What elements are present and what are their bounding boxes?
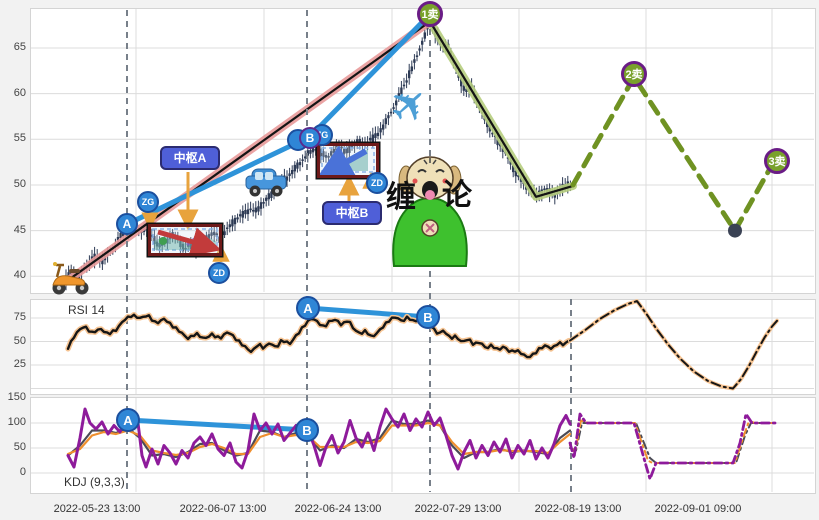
x-axis-label: 2022-06-07 13:00: [179, 503, 267, 515]
scooter-icon: [52, 262, 89, 295]
y-axis-tick: 45: [13, 223, 26, 236]
pivot-a-mini-chart: [152, 227, 222, 257]
kdj-point-b-marker[interactable]: B: [295, 418, 319, 442]
pivot-zone-b[interactable]: [316, 143, 379, 179]
x-axis-label: 2022-06-24 13:00: [294, 503, 382, 515]
y-axis-tick: 100: [7, 416, 26, 428]
x-axis-label: 2022-07-29 13:00: [414, 503, 502, 515]
zd-b-marker[interactable]: ZD: [366, 172, 388, 194]
x-axis-label: 2022-08-19 13:00: [534, 503, 622, 515]
y-axis-tick: 40: [13, 269, 26, 282]
kdj-panel[interactable]: [30, 397, 816, 494]
car-sticker[interactable]: [244, 164, 288, 205]
kdj-panel-title: KDJ (9,3,3): [64, 475, 125, 489]
y-axis-tick: 55: [13, 132, 26, 145]
zg-a-marker[interactable]: ZG: [137, 191, 159, 213]
y-axis-tick: 0: [19, 466, 26, 478]
y-axis-tick: 50: [13, 441, 26, 453]
airplane-sticker[interactable]: ✈: [378, 73, 441, 137]
chan-character-text[interactable]: 缠: [386, 181, 416, 214]
pivot-a-label[interactable]: 中枢A: [160, 146, 220, 170]
rsi-panel-title: RSI 14: [68, 303, 105, 317]
price-point-a-marker[interactable]: A: [116, 213, 138, 235]
car-icon: [245, 168, 287, 197]
rsi-point-a-marker[interactable]: A: [296, 296, 320, 320]
y-axis-tick: 60: [13, 86, 26, 99]
price-point-b-marker[interactable]: B: [299, 127, 321, 149]
zd-a-marker[interactable]: ZD: [208, 262, 230, 284]
scooter-sticker[interactable]: [48, 256, 92, 301]
y-axis-tick: 50: [13, 334, 26, 347]
y-axis-tick: 65: [13, 41, 26, 53]
x-axis-label: 2022-09-01 09:00: [654, 503, 742, 515]
kdj-point-a-marker[interactable]: A: [116, 408, 140, 432]
sell-3-marker[interactable]: 3卖: [764, 148, 790, 174]
pivot-zone-a[interactable]: [148, 224, 222, 257]
pivot-b-label[interactable]: 中枢B: [322, 201, 382, 225]
pivot-b-mini-chart: [316, 145, 375, 179]
lun-character-text[interactable]: 论: [442, 179, 472, 212]
y-axis-tick: 25: [13, 358, 26, 370]
sell-2-marker[interactable]: 2卖: [621, 61, 647, 87]
rsi-point-b-marker[interactable]: B: [416, 305, 440, 329]
sell-1-marker[interactable]: 1卖: [417, 1, 443, 27]
x-axis-label: 2022-05-23 13:00: [53, 503, 141, 515]
y-axis-tick: 50: [13, 177, 26, 190]
y-axis-tick: 75: [13, 311, 26, 323]
y-axis-tick: 150: [7, 391, 26, 403]
